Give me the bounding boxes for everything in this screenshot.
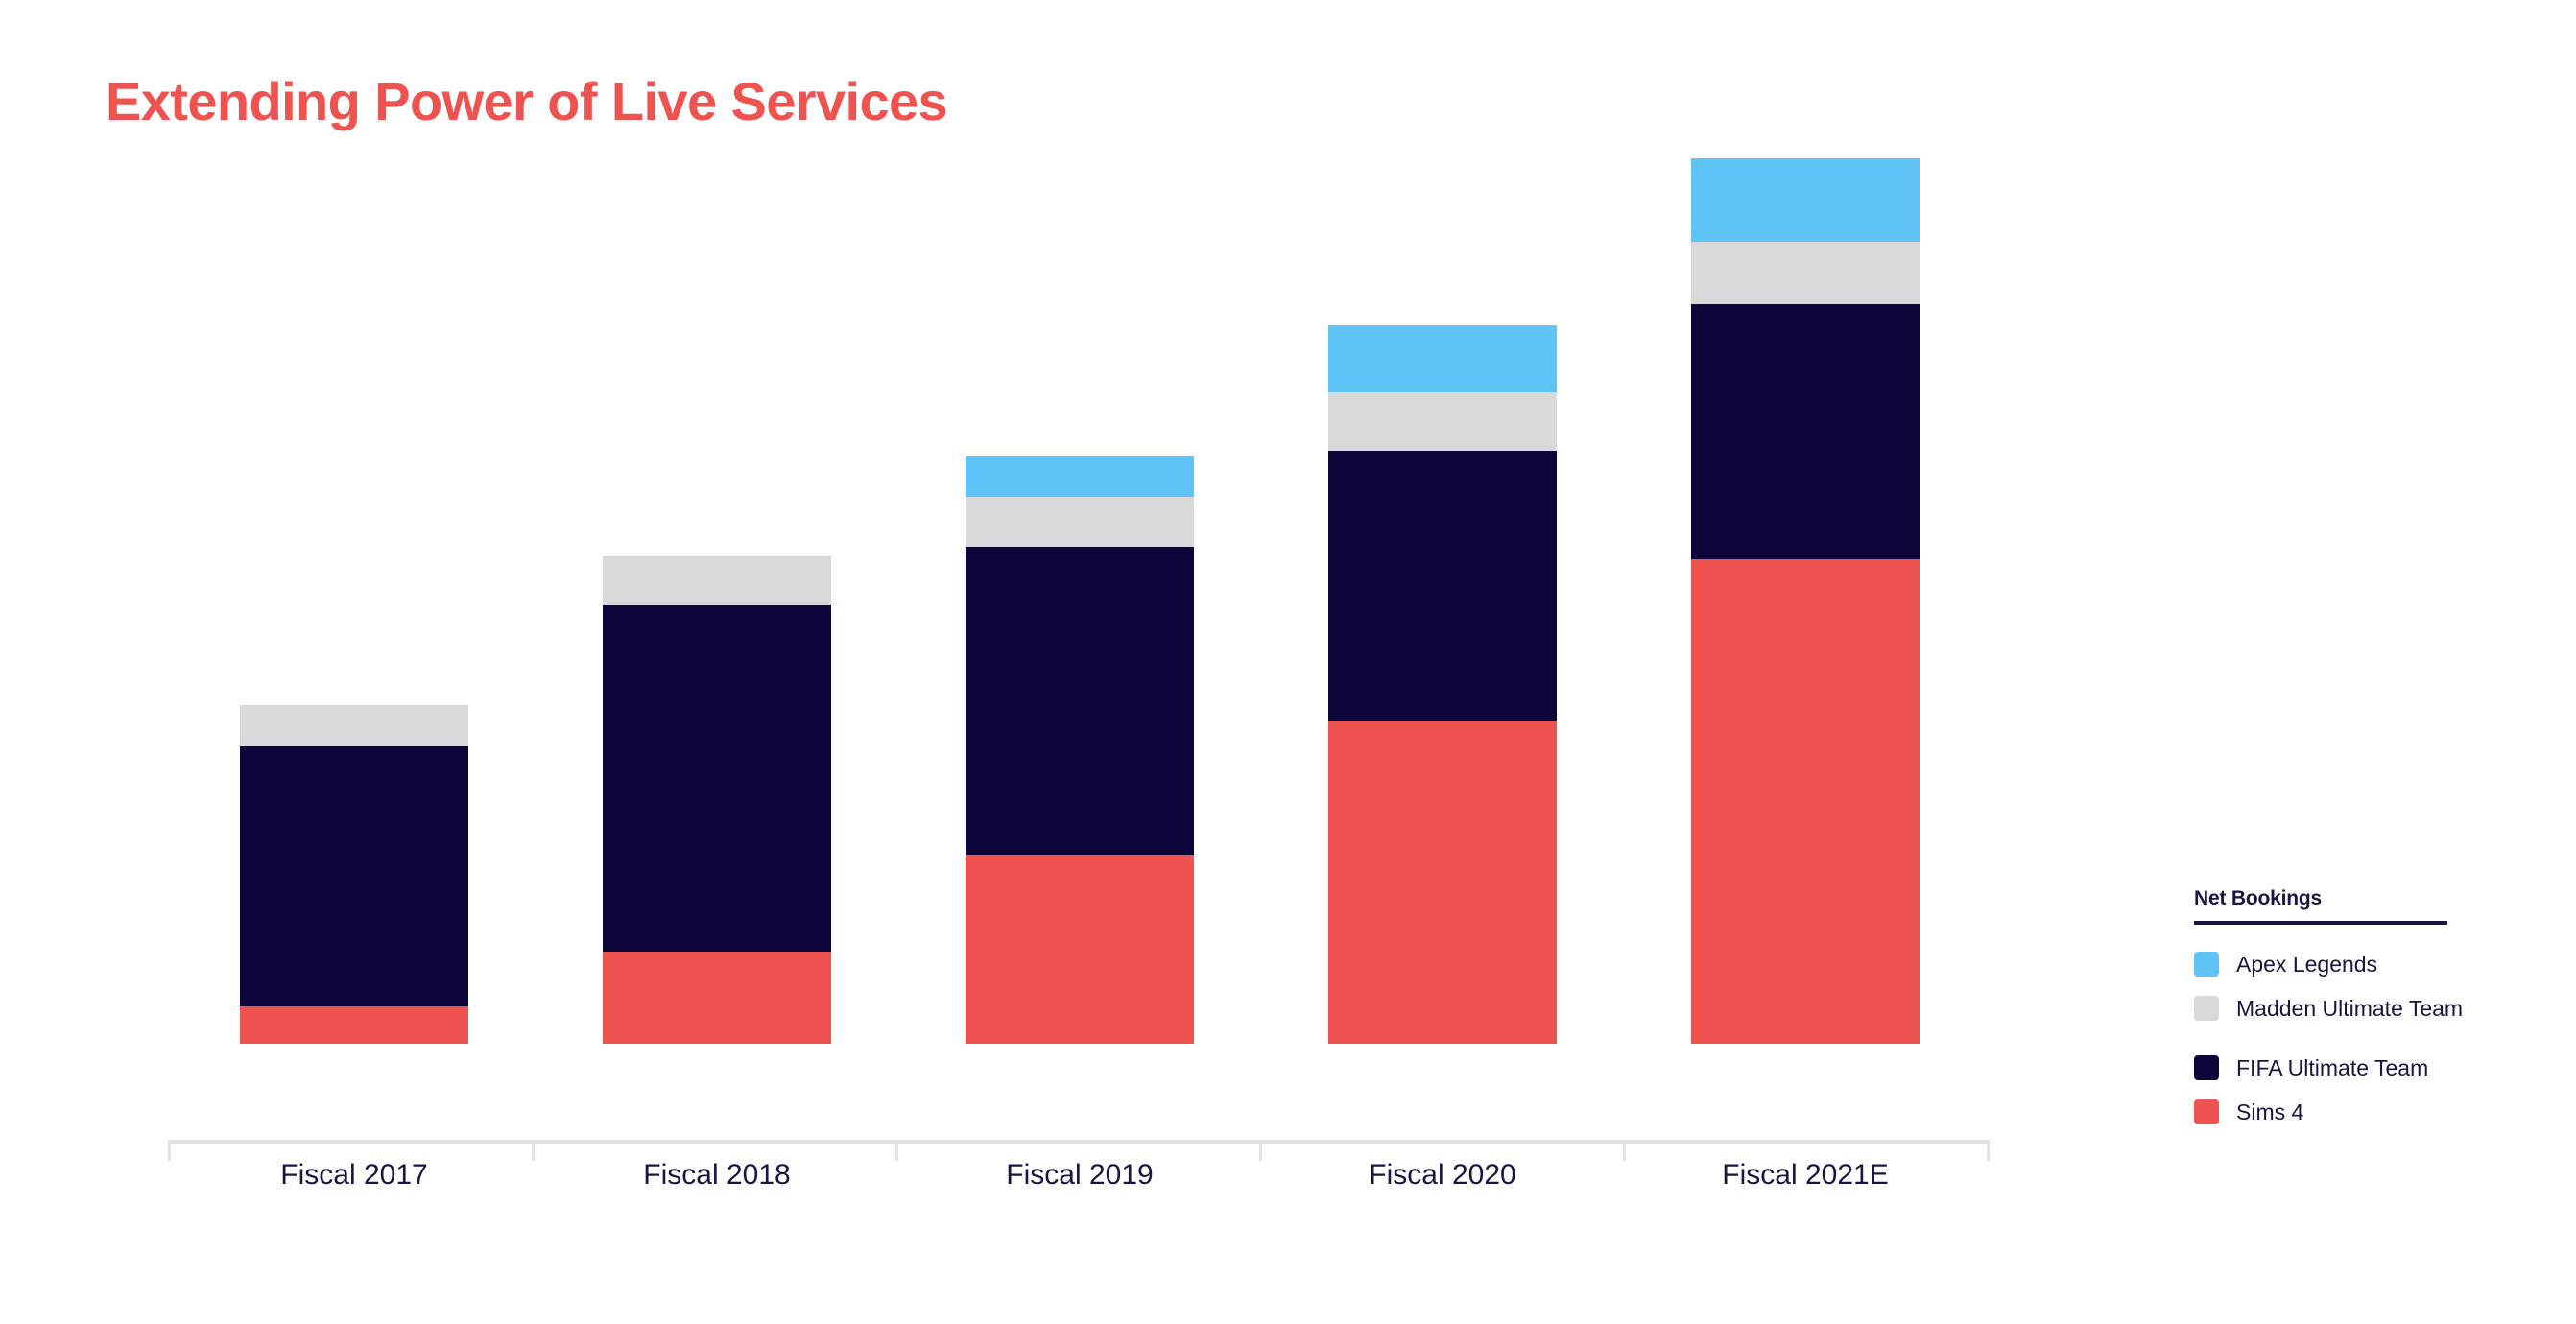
bar-segment[interactable] bbox=[240, 705, 468, 746]
bar-segment[interactable] bbox=[1328, 392, 1557, 451]
stacked-bar-chart: Fiscal 2017 Fiscal 2018 Fiscal 2019 Fiscal … bbox=[168, 158, 1990, 1191]
bar-segment[interactable] bbox=[240, 1006, 468, 1044]
bar-segment[interactable] bbox=[966, 456, 1194, 497]
legend-swatch-icon bbox=[2194, 952, 2219, 978]
legend-item[interactable]: Madden Ultimate Team bbox=[2194, 990, 2501, 1027]
x-axis-tick bbox=[1259, 1140, 1262, 1161]
legend-swatch-icon bbox=[2194, 1099, 2219, 1125]
bar-segment[interactable] bbox=[240, 746, 468, 1006]
chart-legend: Net Bookings Apex Legends Madden Ultimate… bbox=[2194, 887, 2501, 1138]
legend-item-label: Apex Legends bbox=[2236, 951, 2378, 977]
bar-column[interactable] bbox=[603, 556, 831, 1044]
x-axis-line bbox=[168, 1140, 1987, 1144]
bar-segment[interactable] bbox=[603, 952, 831, 1044]
x-axis-label: Fiscal 2017 bbox=[280, 1159, 428, 1191]
x-axis-tick bbox=[895, 1140, 898, 1161]
bar-segment[interactable] bbox=[1691, 304, 1920, 559]
bar-segment[interactable] bbox=[1328, 721, 1557, 1044]
bar-segment[interactable] bbox=[1691, 559, 1920, 1044]
page-title: Extending Power of Live Services bbox=[106, 71, 948, 131]
bar-column[interactable] bbox=[966, 456, 1194, 1044]
legend-swatch-icon bbox=[2194, 996, 2219, 1022]
legend-swatch-icon bbox=[2194, 1055, 2219, 1081]
bar-segment[interactable] bbox=[966, 547, 1194, 855]
bar-column[interactable] bbox=[1328, 325, 1557, 1044]
legend-item[interactable]: FIFA Ultimate Team bbox=[2194, 1050, 2501, 1086]
x-axis-label: Fiscal 2020 bbox=[1369, 1159, 1516, 1191]
x-axis-label: Fiscal 2021E bbox=[1722, 1159, 1889, 1191]
legend-item[interactable]: Apex Legends bbox=[2194, 946, 2501, 982]
bar-column[interactable] bbox=[1691, 158, 1920, 1044]
legend-item-list: Apex Legends Madden Ultimate Team FIFA Ult… bbox=[2194, 946, 2501, 1130]
bar-segment[interactable] bbox=[966, 497, 1194, 547]
bar-segment[interactable] bbox=[603, 556, 831, 605]
bar-column[interactable] bbox=[240, 705, 468, 1044]
x-axis-label: Fiscal 2019 bbox=[1006, 1159, 1154, 1191]
bar-segment[interactable] bbox=[603, 605, 831, 952]
legend-item-label: Madden Ultimate Team bbox=[2236, 995, 2464, 1021]
x-axis-tick bbox=[1987, 1140, 1990, 1161]
legend-item-label: FIFA Ultimate Team bbox=[2236, 1054, 2429, 1080]
bar-segment[interactable] bbox=[966, 855, 1194, 1044]
x-axis-tick bbox=[1623, 1140, 1626, 1161]
bar-segment[interactable] bbox=[1328, 451, 1557, 721]
bar-segment[interactable] bbox=[1691, 158, 1920, 242]
x-axis-label: Fiscal 2018 bbox=[643, 1159, 791, 1191]
bar-segment[interactable] bbox=[1328, 325, 1557, 392]
legend-divider bbox=[2194, 921, 2447, 926]
legend-item-label: Sims 4 bbox=[2236, 1099, 2304, 1124]
x-axis-tick bbox=[168, 1140, 171, 1161]
legend-item[interactable]: Sims 4 bbox=[2194, 1094, 2501, 1130]
bar-segment[interactable] bbox=[1691, 242, 1920, 304]
legend-heading: Net Bookings bbox=[2194, 887, 2322, 910]
x-axis-tick bbox=[532, 1140, 535, 1161]
